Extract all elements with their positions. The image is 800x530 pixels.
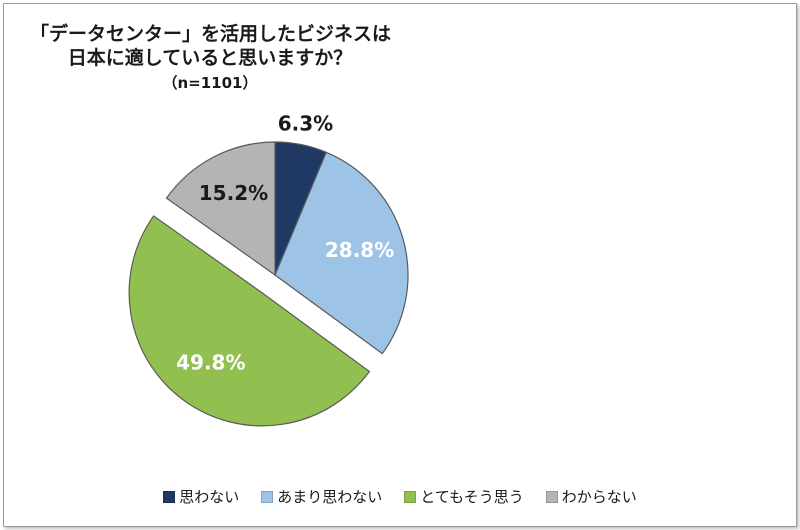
pie-slice-3 bbox=[165, 141, 276, 277]
chart-legend: 思わない あまり思わない とてもそう思う わからない bbox=[0, 486, 800, 507]
legend-swatch-2 bbox=[404, 490, 417, 503]
pie-data-label-0: 6.3% bbox=[278, 112, 333, 136]
legend-label-3: わからない bbox=[561, 488, 637, 506]
legend-label-0: 思わない bbox=[179, 488, 240, 506]
legend-swatch-3 bbox=[545, 490, 558, 503]
legend-swatch-1 bbox=[261, 490, 274, 503]
chart-subtitle: （n=1101） bbox=[162, 74, 258, 92]
pie-slice-2 bbox=[128, 215, 371, 427]
chart-title: 「データセンター」を活用したビジネスは 日本に適していると思いますか？ （n=1… bbox=[30, 22, 392, 96]
pie-slice-1 bbox=[274, 151, 409, 355]
pie-data-label-3: 15.2% bbox=[199, 181, 268, 205]
legend-label-2: とてもそう思う bbox=[420, 488, 524, 506]
chart-title-line-2: 日本に適していると思いますか？ bbox=[67, 47, 353, 69]
legend-item-1: あまり思わない bbox=[261, 486, 382, 507]
legend-item-3: わからない bbox=[545, 486, 637, 507]
legend-label-1: あまり思わない bbox=[277, 488, 383, 506]
pie-data-label-1: 28.8% bbox=[325, 238, 394, 262]
legend-swatch-0 bbox=[163, 490, 176, 503]
pie-data-label-2: 49.8% bbox=[176, 351, 245, 375]
legend-item-2: とてもそう思う bbox=[404, 486, 524, 507]
legend-item-0: 思わない bbox=[163, 486, 239, 507]
chart-title-line-1: 「データセンター」を活用したビジネスは bbox=[30, 23, 392, 45]
